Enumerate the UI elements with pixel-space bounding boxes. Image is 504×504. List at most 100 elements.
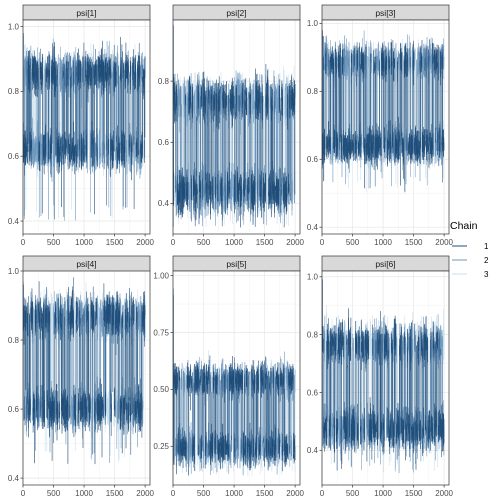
trace-chain-1 xyxy=(23,36,146,220)
x-tick-label: 1500 xyxy=(256,489,274,498)
facet-panel-1: psi[1] 0.4 0.6 0.8 1.0 0 500 1000 1500 2000 xyxy=(8,4,155,247)
x-tick-label: 2000 xyxy=(136,489,154,498)
y-tick-label: 1.0 xyxy=(8,267,20,276)
x-tick-label: 1000 xyxy=(374,238,392,247)
x-tick-label: 2000 xyxy=(435,489,453,498)
x-tick-label: 0 xyxy=(171,489,176,498)
facet-panel-5: psi[5] 0.25 0.50 0.75 1.00 0 500 1000 1500 2000 xyxy=(153,255,305,498)
y-tick-label: 0.8 xyxy=(307,87,319,96)
facet-strip-label: psi[4] xyxy=(76,259,96,269)
x-tick-label: 1000 xyxy=(75,489,93,498)
y-tick-label: 0.4 xyxy=(8,217,20,226)
y-tick-label: 0.75 xyxy=(153,328,169,337)
panel-border xyxy=(321,270,450,486)
facet-panel-4: psi[4] 0.4 0.6 0.8 1.0 0 500 1000 1500 2000 xyxy=(8,255,155,498)
x-tick-label: 500 xyxy=(47,489,61,498)
x-tick-label: 500 xyxy=(197,238,211,247)
facet-strip-label: psi[6] xyxy=(375,259,395,269)
legend-key-1: 1 xyxy=(452,242,489,251)
x-tick-label: 0 xyxy=(320,489,325,498)
facet-strip-label: psi[2] xyxy=(226,8,246,18)
x-axis: 0 500 1000 1500 2000 xyxy=(320,485,454,498)
y-axis: 0.4 0.6 0.8 xyxy=(158,77,173,208)
facet-strip-label: psi[1] xyxy=(76,8,96,18)
panel-border xyxy=(22,270,151,486)
y-tick-label: 1.00 xyxy=(153,271,169,280)
facet-panel-6: psi[6] 0.4 0.6 0.8 1.0 0 500 1000 1500 2000 xyxy=(307,255,454,498)
x-tick-label: 1000 xyxy=(75,238,93,247)
x-tick-label: 1500 xyxy=(106,238,124,247)
x-tick-label: 1500 xyxy=(256,238,274,247)
y-tick-label: 0.8 xyxy=(307,330,319,339)
y-tick-label: 0.25 xyxy=(153,442,169,451)
y-tick-label: 0.4 xyxy=(158,199,170,208)
x-tick-label: 0 xyxy=(171,238,176,247)
legend: Chain 1 2 3 xyxy=(450,220,489,279)
facet-strip-label: psi[5] xyxy=(226,259,246,269)
legend-label: 1 xyxy=(484,242,489,251)
x-axis: 0 500 1000 1500 2000 xyxy=(21,485,155,498)
legend-key-2: 2 xyxy=(452,256,489,265)
y-tick-label: 0.6 xyxy=(307,388,319,397)
y-tick-label: 0.50 xyxy=(153,385,169,394)
y-axis: 0.25 0.50 0.75 1.00 xyxy=(153,271,173,451)
trace-chain-1 xyxy=(173,63,296,228)
facet-panel-3: psi[3] 0.4 0.6 0.8 1.0 0 500 1000 1500 2000 xyxy=(307,4,454,247)
x-tick-label: 1500 xyxy=(405,238,423,247)
y-tick-label: 1.0 xyxy=(8,22,20,31)
trace-lines xyxy=(23,277,146,465)
trace-lines xyxy=(173,24,296,228)
y-tick-label: 0.6 xyxy=(8,152,20,161)
x-tick-label: 0 xyxy=(21,489,26,498)
panel-border xyxy=(22,19,151,235)
y-axis: 0.4 0.6 0.8 1.0 xyxy=(8,22,23,226)
x-axis: 0 500 1000 1500 2000 xyxy=(21,234,155,247)
trace-chain-1 xyxy=(173,355,296,476)
x-tick-label: 500 xyxy=(197,489,211,498)
panel-border xyxy=(172,19,301,235)
y-tick-label: 0.6 xyxy=(307,155,319,164)
x-tick-label: 2000 xyxy=(136,238,154,247)
x-tick-label: 1500 xyxy=(405,489,423,498)
x-tick-label: 0 xyxy=(320,238,325,247)
facet-strip-label: psi[3] xyxy=(375,8,395,18)
trace-chain-1 xyxy=(322,308,445,471)
y-tick-label: 0.6 xyxy=(8,405,20,414)
x-tick-label: 2000 xyxy=(286,489,304,498)
x-tick-label: 0 xyxy=(21,238,26,247)
y-axis: 0.4 0.6 0.8 1.0 xyxy=(307,19,322,232)
x-tick-label: 500 xyxy=(47,238,61,247)
panel-border xyxy=(321,19,450,235)
legend-label: 3 xyxy=(484,270,489,279)
x-tick-label: 1000 xyxy=(374,489,392,498)
legend-title: Chain xyxy=(450,220,478,232)
y-tick-label: 0.4 xyxy=(8,474,20,483)
x-tick-label: 1500 xyxy=(106,489,124,498)
panel-border xyxy=(172,270,301,486)
trace-chain-1 xyxy=(322,30,445,193)
y-tick-label: 0.4 xyxy=(307,446,319,455)
x-tick-label: 2000 xyxy=(286,238,304,247)
y-axis: 0.4 0.6 0.8 1.0 xyxy=(307,273,322,455)
y-tick-label: 0.8 xyxy=(158,77,170,86)
x-tick-label: 1000 xyxy=(225,489,243,498)
y-tick-label: 0.8 xyxy=(8,87,20,96)
y-axis: 0.4 0.6 0.8 1.0 xyxy=(8,267,23,483)
x-tick-label: 500 xyxy=(346,489,360,498)
trace-lines xyxy=(173,288,296,477)
y-tick-label: 1.0 xyxy=(307,19,319,28)
x-tick-label: 1000 xyxy=(225,238,243,247)
legend-key-3: 3 xyxy=(452,270,489,279)
y-tick-label: 0.6 xyxy=(158,138,170,147)
trace-chain-1 xyxy=(23,277,146,465)
facet-panel-2: psi[2] 0.4 0.6 0.8 0 500 1000 1500 2000 xyxy=(158,4,305,247)
y-tick-label: 1.0 xyxy=(307,273,319,282)
trace-lines xyxy=(23,33,146,221)
trace-lines xyxy=(322,277,445,474)
x-axis: 0 500 1000 1500 2000 xyxy=(171,485,305,498)
x-tick-label: 2000 xyxy=(435,238,453,247)
x-axis: 0 500 1000 1500 2000 xyxy=(320,234,454,247)
x-tick-label: 500 xyxy=(346,238,360,247)
x-axis: 0 500 1000 1500 2000 xyxy=(171,234,305,247)
